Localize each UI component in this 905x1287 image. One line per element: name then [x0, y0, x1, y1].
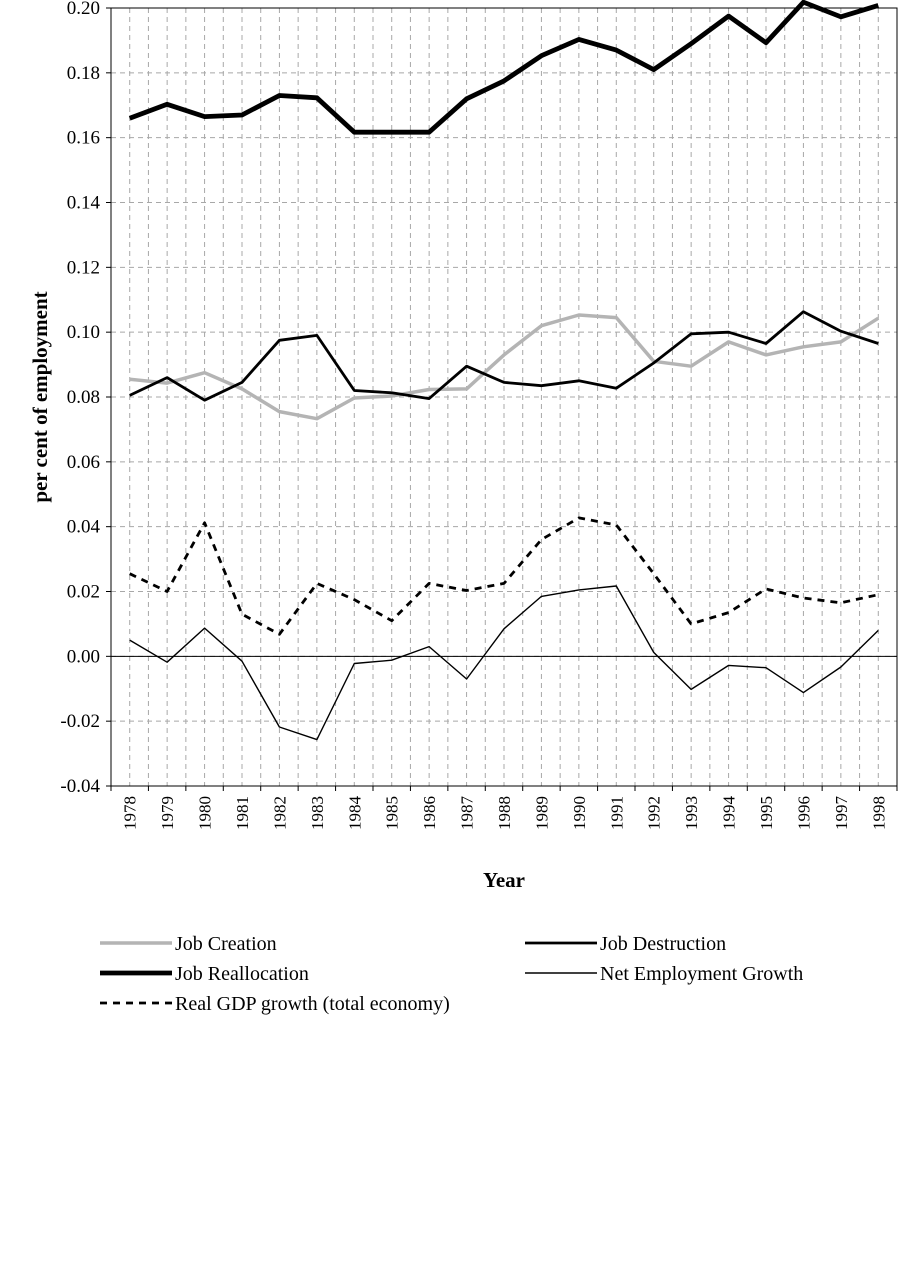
- legend-label: Job Destruction: [600, 933, 726, 955]
- y-axis-title: per cent of employment: [28, 291, 52, 502]
- legend-label: Net Employment Growth: [600, 963, 803, 985]
- y-tick-label: 0.20: [67, 0, 100, 19]
- legend: Job Creation Job Destruction Job Reallocat…: [100, 933, 803, 1015]
- y-axis-ticks: -0.04 -0.02 0.00 0.02 0.04 0.06 0.08 0.10 0.12 0.…: [60, 0, 111, 797]
- series-lines: [128, 0, 880, 741]
- x-tick-label: 1994: [720, 796, 739, 831]
- x-tick-label: 1995: [757, 796, 776, 830]
- legend-label: Real GDP growth (total economy): [175, 993, 450, 1015]
- x-tick-label: 1996: [794, 796, 813, 830]
- legend-label: Job Creation: [175, 933, 277, 955]
- y-tick-label: -0.02: [60, 711, 100, 732]
- x-tick-label: 1997: [832, 796, 851, 831]
- x-axis-title: Year: [483, 868, 525, 892]
- y-tick-label: 0.02: [67, 582, 100, 603]
- y-tick-label: 0.06: [67, 452, 100, 473]
- legend-item-real-gdp-growth-total-economy: Real GDP growth (total economy): [100, 993, 450, 1015]
- y-tick-label: 0.00: [67, 646, 100, 667]
- legend-item-net-employment-growth: Net Employment Growth: [525, 963, 803, 985]
- x-tick-label: 1988: [495, 796, 514, 830]
- x-tick-label: 1979: [158, 796, 177, 830]
- y-tick-label: 0.04: [67, 517, 101, 538]
- x-tick-label: 1991: [607, 796, 626, 830]
- y-tick-label: 0.14: [67, 193, 101, 214]
- y-tick-label: 0.16: [67, 128, 100, 149]
- y-tick-label: 0.08: [67, 387, 100, 408]
- x-tick-label: 1992: [645, 796, 664, 830]
- x-tick-label: 1982: [270, 796, 289, 830]
- x-tick-label: 1986: [420, 796, 439, 830]
- y-tick-label: 0.18: [67, 63, 100, 84]
- series-line-job-destruction: [129, 310, 879, 402]
- x-axis-ticks: 1978 1979 1980 1981 1982 1983 1984 1985 1986 1987…: [110, 786, 898, 831]
- legend-item-job-destruction: Job Destruction: [525, 933, 726, 955]
- x-tick-label: 1980: [196, 796, 215, 830]
- x-tick-label: 1998: [869, 796, 888, 830]
- legend-item-job-creation: Job Creation: [100, 933, 277, 955]
- x-tick-label: 1983: [308, 796, 327, 830]
- x-tick-label: 1984: [345, 796, 364, 831]
- legend-label: Job Reallocation: [175, 963, 309, 985]
- series-line-job-reallocation: [128, 0, 879, 135]
- x-tick-label: 1990: [570, 796, 589, 830]
- x-tick-label: 1987: [458, 796, 477, 831]
- series-line-net-employment-growth: [129, 585, 879, 741]
- y-tick-label: -0.04: [60, 776, 100, 797]
- x-tick-label: 1993: [682, 796, 701, 830]
- y-tick-label: 0.12: [67, 257, 100, 278]
- x-tick-label: 1981: [233, 796, 252, 830]
- series-line-job-creation: [129, 313, 880, 421]
- x-tick-label: 1989: [532, 796, 551, 830]
- legend-item-job-reallocation: Job Reallocation: [100, 963, 309, 985]
- x-tick-label: 1985: [383, 796, 402, 830]
- x-tick-label: 1978: [121, 796, 140, 830]
- y-tick-label: 0.10: [67, 322, 100, 343]
- series-line-real-gdp-growth-total-economy: [129, 516, 879, 636]
